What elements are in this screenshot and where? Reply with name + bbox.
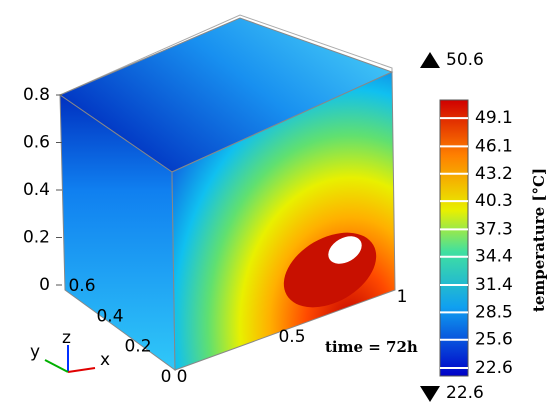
colorbar-tick-label: 28.5 bbox=[475, 302, 513, 322]
colorbar-tick-label: 49.1 bbox=[475, 108, 513, 128]
colorbar-tick-label: 46.1 bbox=[475, 136, 513, 156]
min-marker bbox=[420, 386, 440, 402]
axis-label: x bbox=[100, 350, 110, 370]
z-tick-label: 0 bbox=[39, 275, 50, 295]
plot-title: time = 72h bbox=[325, 338, 418, 356]
axis-triad bbox=[45, 345, 95, 372]
min-label: 22.6 bbox=[446, 383, 484, 403]
colorbar-tick-label: 22.6 bbox=[475, 358, 513, 378]
y-tick-label: 0.6 bbox=[68, 276, 95, 296]
y-tick-label: 0.2 bbox=[124, 337, 151, 357]
max-marker bbox=[420, 52, 440, 68]
x-tick-label: 0 bbox=[177, 367, 188, 387]
colorbar-tick-label: 40.3 bbox=[475, 191, 513, 211]
max-label: 50.6 bbox=[446, 50, 484, 70]
colorbar-tick-label: 34.4 bbox=[475, 247, 513, 267]
z-tick-label: 0.6 bbox=[23, 133, 50, 153]
x-tick-label: 1 bbox=[397, 287, 408, 307]
colorbar-tick-label: 31.4 bbox=[475, 275, 513, 295]
axis-label: z bbox=[62, 328, 71, 348]
axis-label: y bbox=[30, 342, 40, 362]
colorbar-tick-label: 43.2 bbox=[475, 164, 513, 184]
z-tick-label: 0.4 bbox=[23, 180, 50, 200]
colorbar-label: temperature [°C] bbox=[530, 168, 548, 312]
y-tick-label: 0 bbox=[161, 367, 172, 387]
y-tick-label: 0.4 bbox=[96, 306, 123, 326]
colorbar bbox=[440, 100, 468, 376]
z-tick-label: 0.2 bbox=[23, 228, 50, 248]
x-tick-label: 0.5 bbox=[278, 327, 305, 347]
colorbar-tick-label: 37.3 bbox=[475, 219, 513, 239]
chart: time = 72h temperature [°C] 50.6 22.6 x … bbox=[0, 0, 550, 403]
z-tick-label: 0.8 bbox=[23, 85, 50, 105]
colorbar-tick-label: 25.6 bbox=[475, 330, 513, 350]
